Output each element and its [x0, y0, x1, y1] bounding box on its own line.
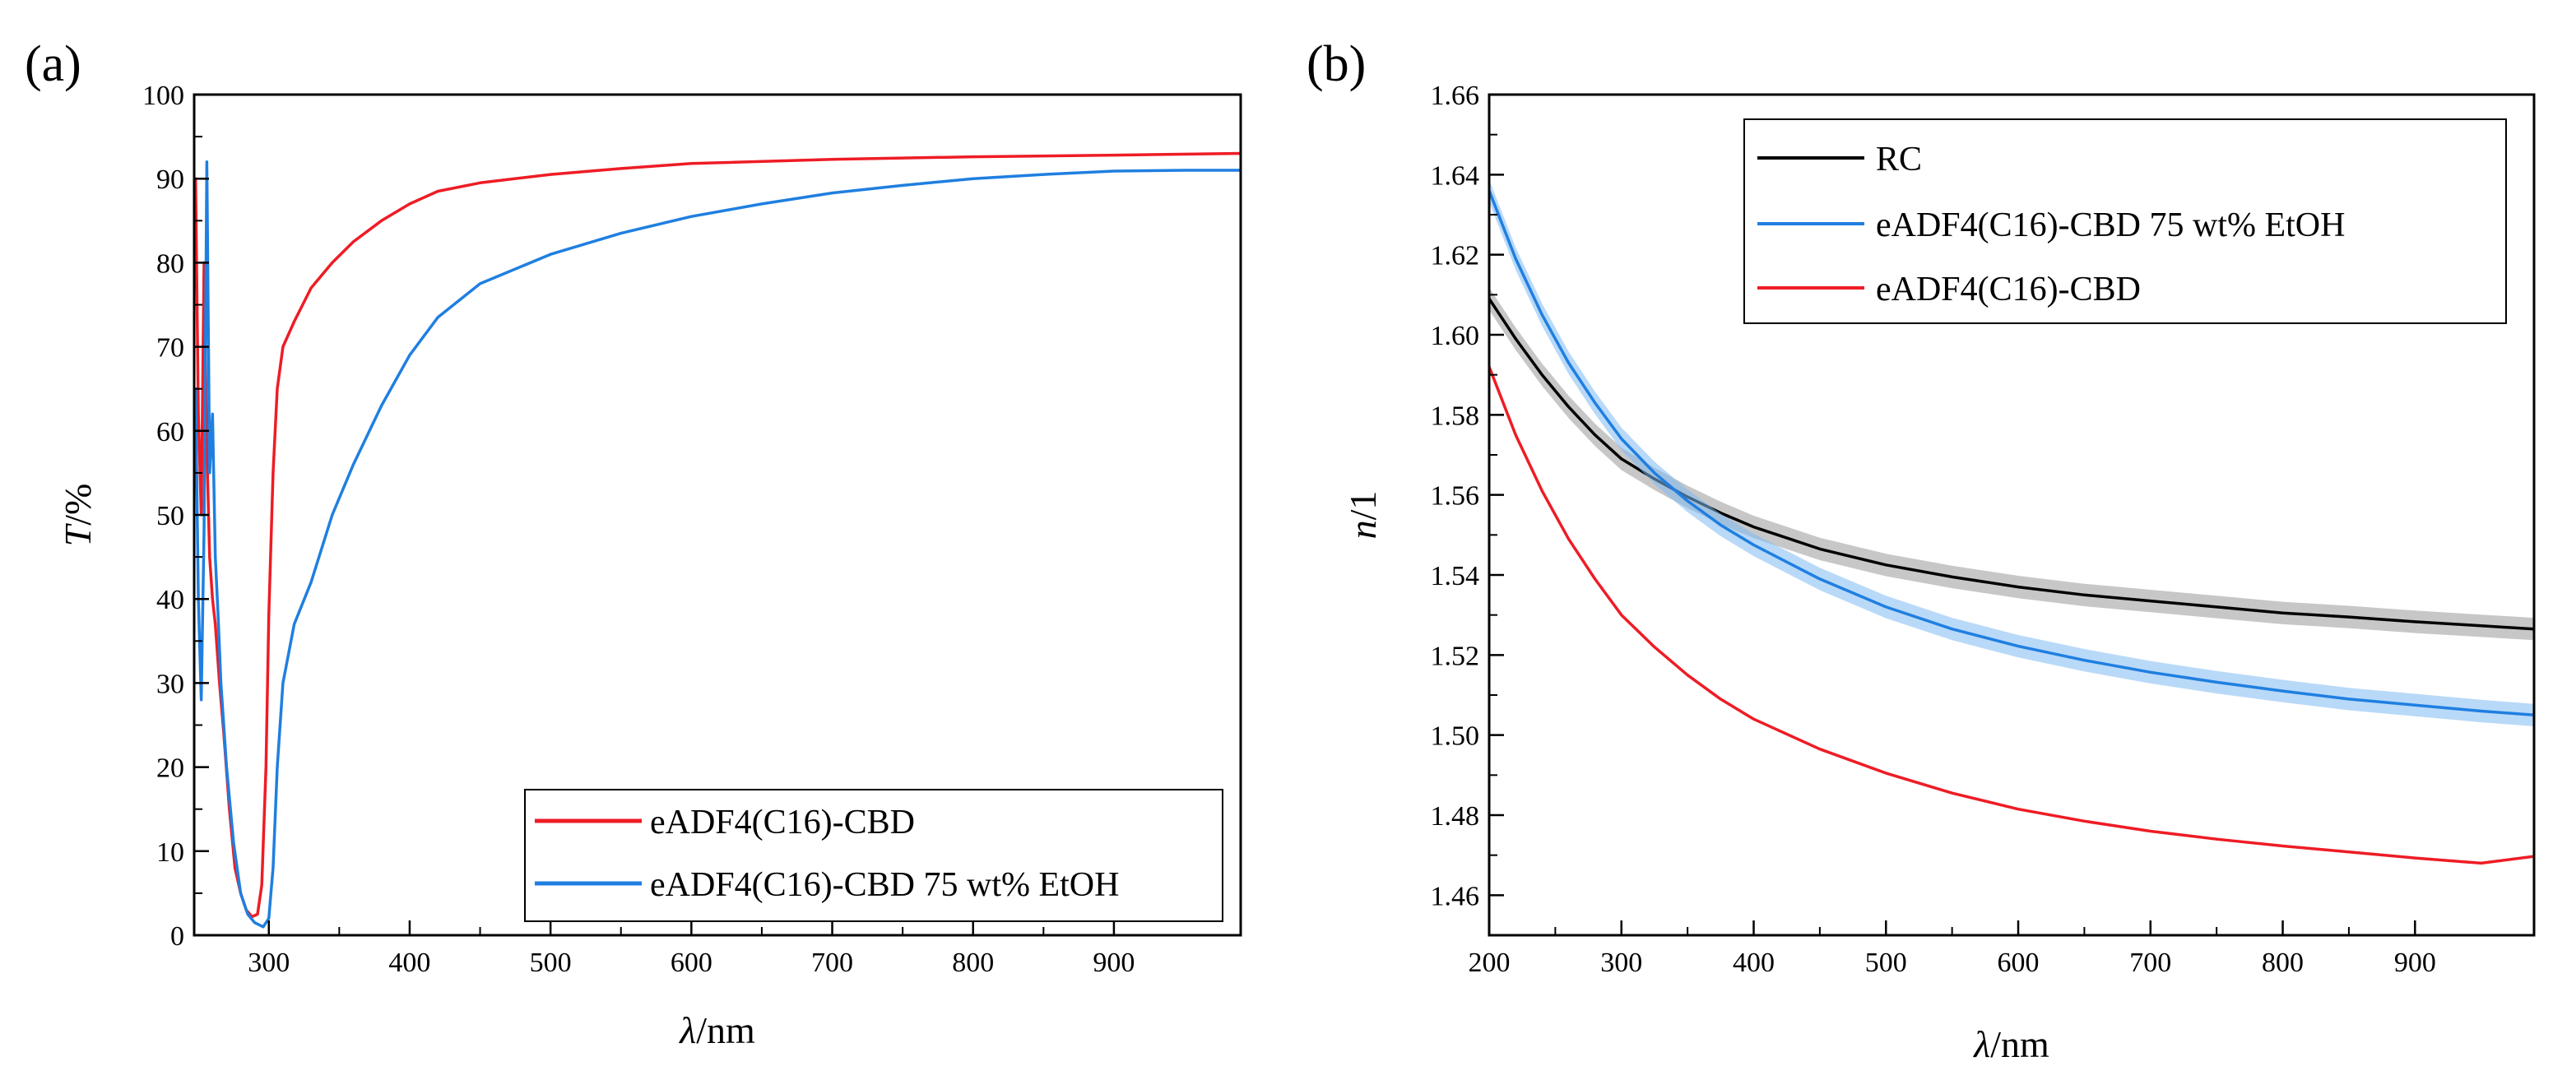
panel-a-series-group [194, 151, 1241, 929]
panel-b-y-tick-label-0: 1.46 [1431, 881, 1480, 911]
panel-a-y-tick-label-4: 40 [156, 585, 184, 615]
panel-b-y-tick-label-7: 1.60 [1431, 321, 1480, 351]
panel-b-ticks: 200 300 400 500 600 700 800 900 1.46 1.48 1.50 1.52… [1431, 81, 2436, 978]
panel-b-x-axis-variable: λ [1972, 1023, 1990, 1065]
panel-b-x-tick-label-4: 600 [1998, 948, 2040, 978]
panel-b-x-axis-title: λ/nm [1972, 1023, 2049, 1065]
panel-b-y-tick-label-2: 1.50 [1431, 721, 1480, 752]
panel-b-series-0-line [1489, 297, 2534, 631]
panel-a-y-tick-label-9: 90 [156, 165, 184, 195]
panel-a-x-axis-variable: λ [678, 1009, 696, 1051]
panel-b-y-tick-label-8: 1.62 [1431, 241, 1480, 271]
panel-a-y-tick-label-10: 100 [142, 81, 184, 111]
panel-a-y-tick-label-8: 80 [156, 248, 184, 279]
panel-a-y-axis-variable: T [57, 522, 99, 546]
panel-a-x-tick-label-2: 500 [530, 948, 572, 978]
panel-a-x-tick-label-4: 700 [811, 948, 853, 978]
panel-b-x-axis-unit: /nm [1990, 1023, 2049, 1065]
panel-a-x-axis-title: λ/nm [678, 1009, 755, 1051]
panel-b-y-tick-label-4: 1.54 [1431, 561, 1480, 591]
panel-b-series-group [1489, 179, 2534, 865]
panel-b-y-axis-variable: n [1342, 520, 1384, 539]
panel-a-legend-label-0: eADF4(C16)-CBD [650, 804, 915, 841]
panel-b-x-tick-label-0: 200 [1469, 948, 1511, 978]
panel-a-y-axis-title: T/% [57, 484, 99, 547]
panel-b-x-tick-label-3: 500 [1865, 948, 1907, 978]
panel-b-series-clip [1489, 179, 2534, 865]
panel-a-ticks: 300 400 500 600 700 800 900 0 10 20 30 40 50 60 70 80 90… [142, 81, 1135, 978]
panel-a-x-tick-label-0: 300 [248, 948, 290, 978]
panel-b-legend: RC eADF4(C16)-CBD 75 wt% EtOH eADF4(C16)… [1743, 118, 2507, 324]
panel-a-y-tick-label-2: 20 [156, 753, 184, 784]
panel-b-y-tick-label-9: 1.64 [1431, 160, 1480, 191]
panel-a-legend: eADF4(C16)-CBD eADF4(C16)-CBD 75 wt% EtO… [524, 789, 1223, 922]
panel-a-y-tick-label-5: 50 [156, 501, 184, 531]
panel-b-y-tick-label-5: 1.56 [1431, 481, 1480, 512]
panel-b-label: (b) [1307, 36, 1366, 92]
panel-b-y-axis-title: n/1 [1342, 491, 1384, 540]
panel-a-y-tick-label-0: 0 [170, 921, 184, 952]
panel-b-series-2-line [1489, 365, 2534, 865]
panel-a-legend-box [524, 789, 1223, 922]
panel-a-label: (a) [25, 36, 81, 92]
panel-a-y-tick-label-1: 10 [156, 837, 184, 868]
panel-b-legend-label-0: RC [1876, 141, 1922, 178]
panel-b-legend-label-1: eADF4(C16)-CBD 75 wt% EtOH [1876, 206, 2345, 244]
panel-b-x-tick-label-6: 800 [2262, 948, 2304, 978]
panel-a-legend-label-1: eADF4(C16)-CBD 75 wt% EtOH [650, 866, 1119, 904]
panel-a-transmittance-chart: (a) 300 400 500 600 700 800 900 0 10 20 30 40 50 60 70… [25, 36, 1242, 1051]
panel-b-legend-box [1743, 118, 2507, 324]
panel-a-x-tick-label-1: 400 [388, 948, 430, 978]
panel-b-y-axis-unit: /1 [1342, 491, 1384, 521]
panel-a-series-0-line [194, 151, 1241, 919]
panel-b-legend-label-2: eADF4(C16)-CBD [1876, 271, 2141, 308]
panel-a-y-tick-label-6: 60 [156, 417, 184, 447]
panel-b-y-tick-label-1: 1.48 [1431, 801, 1480, 832]
panel-b-refractive-index-chart: (b) 200 300 400 500 600 700 800 900 1.46 1.48 1.50… [1307, 36, 2536, 1065]
panel-a-x-tick-label-5: 800 [952, 948, 994, 978]
panel-b-x-tick-label-1: 300 [1600, 948, 1642, 978]
panel-b-x-tick-label-5: 700 [2129, 948, 2171, 978]
panel-b-y-tick-label-6: 1.58 [1431, 401, 1480, 431]
panel-b-series-1-line [1489, 189, 2534, 717]
panel-a-x-axis-unit: /nm [696, 1009, 755, 1051]
panel-b-x-tick-label-7: 900 [2394, 948, 2436, 978]
panel-b-y-tick-label-10: 1.66 [1431, 81, 1480, 111]
panel-a-y-tick-label-3: 30 [156, 669, 184, 699]
panel-b-x-tick-label-2: 400 [1733, 948, 1775, 978]
panel-a-x-tick-label-6: 900 [1093, 948, 1135, 978]
panel-b-plot-frame [1488, 93, 2536, 937]
panel-a-series-1-line [194, 160, 1241, 929]
panel-a-y-axis-unit: /% [57, 484, 99, 526]
panel-a-y-tick-label-7: 70 [156, 333, 184, 364]
panel-b-y-tick-label-3: 1.52 [1431, 641, 1480, 671]
panel-a-series-clip [194, 151, 1241, 929]
panel-a-x-tick-label-3: 600 [671, 948, 712, 978]
